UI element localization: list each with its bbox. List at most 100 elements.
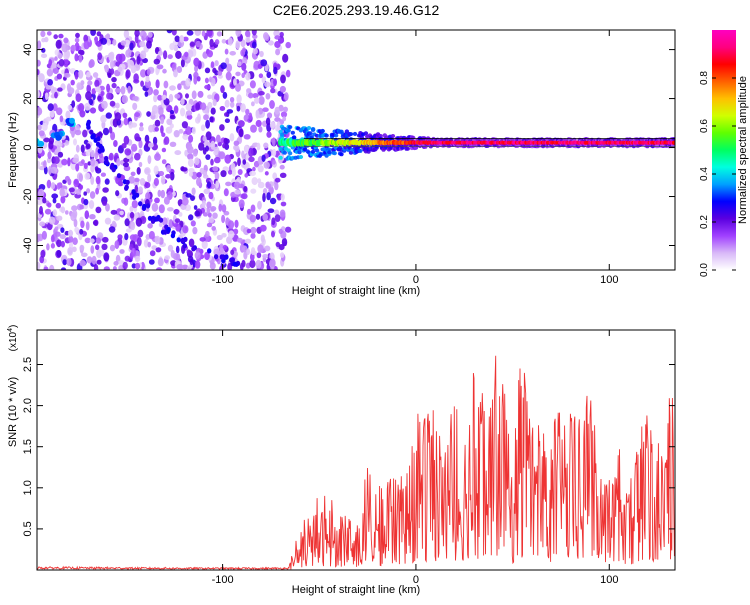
- heatmap-cell: [85, 91, 92, 101]
- heatmap-cell: [244, 145, 249, 153]
- heatmap-cell: [280, 111, 288, 118]
- heatmap-cell: [48, 165, 52, 175]
- heatmap-cell: [89, 129, 94, 135]
- heatmap-cell: [108, 152, 114, 161]
- heatmap-cell: [75, 32, 80, 39]
- heatmap-cell: [196, 177, 202, 187]
- heatmap-cell: [261, 77, 266, 84]
- heatmap-cell: [327, 147, 332, 152]
- heatmap-cell: [251, 101, 255, 107]
- heatmap-cell: [147, 31, 153, 38]
- heatmap-cell: [273, 30, 280, 37]
- heatmap-cell: [166, 30, 173, 34]
- heatmap-cell: [41, 230, 48, 240]
- heatmap-cell: [247, 208, 252, 215]
- x-tick-label: 100: [600, 574, 618, 586]
- heatmap-cell: [74, 226, 80, 233]
- heatmap-cell: [90, 176, 95, 185]
- heatmap-cell: [90, 134, 95, 140]
- heatmap-cell: [188, 214, 194, 221]
- heatmap-cell: [273, 66, 278, 75]
- heatmap-cell: [233, 181, 241, 190]
- heatmap-cell: [56, 107, 63, 116]
- heatmap-cell: [274, 41, 281, 48]
- heatmap-cell: [250, 253, 255, 262]
- heatmap-cell: [46, 68, 54, 77]
- heatmap-cell: [115, 53, 123, 62]
- heatmap-cell: [38, 130, 45, 137]
- heatmap-cell: [267, 208, 275, 213]
- heatmap-cell: [199, 237, 206, 242]
- heatmap-cell: [104, 217, 112, 225]
- heatmap-cell: [124, 255, 131, 262]
- heatmap-cell: [363, 131, 369, 136]
- heatmap-cell: [237, 169, 243, 175]
- heatmap-cell: [80, 144, 85, 153]
- heatmap-cell: [259, 50, 264, 58]
- heatmap-cell: [207, 94, 213, 100]
- heatmap-cell: [162, 94, 167, 100]
- heatmap-cell: [233, 228, 239, 235]
- spectrogram-frame: [36, 29, 676, 271]
- heatmap-cell: [241, 193, 248, 200]
- colorbar-tick-label: 0.6: [699, 119, 710, 133]
- spectrogram-y-ticks: -40 -20 0 20 40: [22, 43, 675, 253]
- heatmap-cell: [74, 71, 79, 80]
- heatmap-cell: [411, 135, 416, 140]
- heatmap-cell: [37, 59, 41, 67]
- heatmap-cell: [87, 80, 93, 86]
- heatmap-cell: [310, 149, 316, 154]
- heatmap-cell: [128, 176, 135, 184]
- heatmap-cell: [221, 204, 227, 213]
- heatmap-cell: [169, 109, 175, 115]
- heatmap-cell: [74, 129, 82, 136]
- heatmap-cell: [154, 153, 161, 161]
- heatmap-cell: [79, 244, 85, 251]
- heatmap-cell: [160, 125, 164, 134]
- snr-y-scale-label: (x104): [7, 325, 19, 352]
- heatmap-cell: [124, 218, 130, 227]
- heatmap-cell: [110, 131, 116, 141]
- heatmap-cell: [124, 148, 132, 156]
- heatmap-cell: [219, 265, 224, 270]
- heatmap-cell: [202, 135, 207, 142]
- heatmap-cell: [120, 85, 126, 95]
- heatmap-cell: [194, 30, 202, 36]
- heatmap-cell: [185, 103, 192, 111]
- heatmap-cell: [256, 252, 262, 259]
- heatmap-cell: [101, 243, 108, 251]
- heatmap-cell: [125, 179, 130, 185]
- heatmap-cell: [38, 188, 45, 198]
- heatmap-cell: [79, 204, 84, 210]
- heatmap-cell: [128, 121, 134, 129]
- heatmap-cell: [191, 246, 196, 252]
- heatmap-cell: [134, 255, 141, 262]
- heatmap-cell: [144, 134, 150, 143]
- heatmap-cell: [120, 40, 127, 46]
- heatmap-cell: [180, 238, 185, 244]
- heatmap-cell: [291, 135, 297, 140]
- heatmap-cell: [154, 197, 160, 204]
- heatmap-cell: [53, 156, 60, 165]
- heatmap-cell: [148, 259, 155, 265]
- heatmap-cell: [269, 197, 277, 205]
- heatmap-cell: [257, 244, 264, 253]
- heatmap-cell: [221, 39, 227, 44]
- heatmap-cell: [129, 42, 134, 51]
- heatmap-cell: [109, 100, 116, 107]
- heatmap-cell: [297, 150, 302, 155]
- heatmap-cell: [197, 90, 204, 98]
- heatmap-cell: [147, 215, 153, 221]
- heatmap-cell: [208, 191, 214, 200]
- heatmap-cell: [280, 74, 286, 84]
- heatmap-cell: [136, 237, 142, 247]
- heatmap-cell: [207, 212, 212, 218]
- heatmap-cell: [259, 224, 267, 232]
- heatmap-cell: [225, 71, 232, 81]
- heatmap-cell: [258, 91, 265, 96]
- heatmap-cell: [224, 112, 229, 117]
- heatmap-cell: [222, 91, 228, 99]
- heatmap-cell: [221, 233, 227, 238]
- heatmap-cell: [178, 212, 183, 217]
- heatmap-cell: [166, 164, 172, 173]
